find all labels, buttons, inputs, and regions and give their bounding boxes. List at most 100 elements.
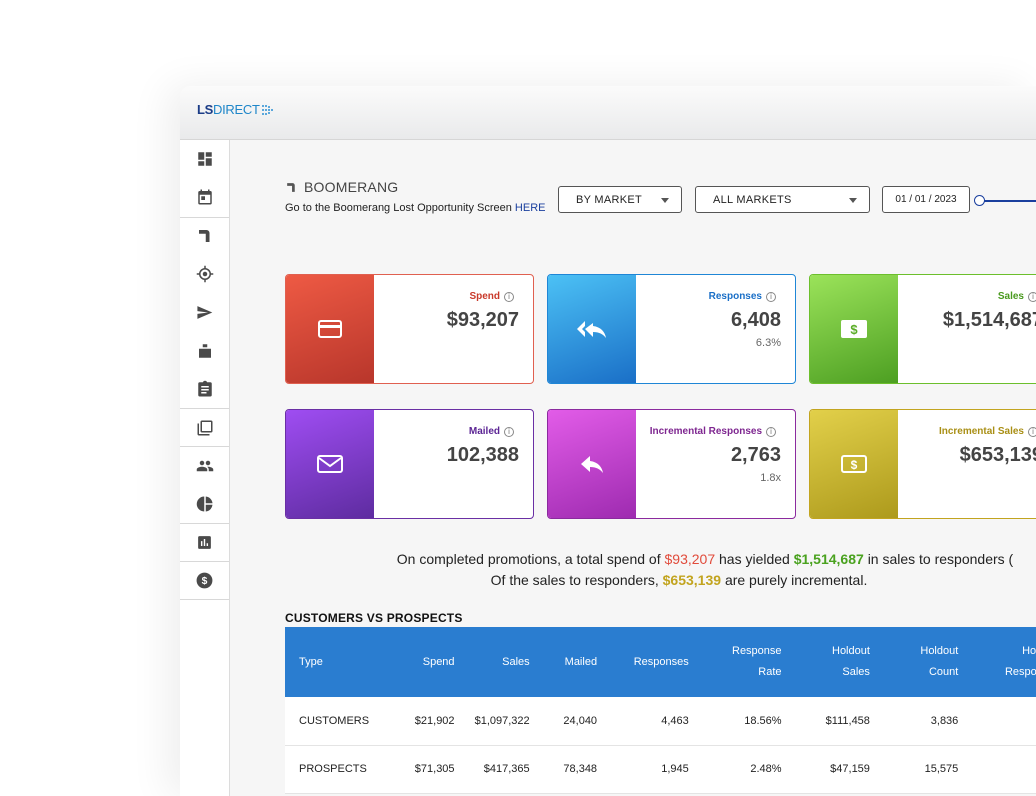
send-icon <box>197 305 213 319</box>
spend-value: $93,207 <box>446 309 519 331</box>
page-title: BOOMERANG <box>285 179 398 195</box>
table-row[interactable]: CUSTOMERS $21,902 $1,097,322 24,040 4,463 18.… <box>285 697 1036 745</box>
start-date-input[interactable]: 01 / 01 / 2023 <box>882 186 970 213</box>
mailed-card[interactable]: Mailed i 102,388 <box>285 409 534 519</box>
spend-card[interactable]: Spend i $93,207 <box>285 274 534 384</box>
customers-vs-prospects-title: CUSTOMERS VS PROSPECTS <box>285 611 463 625</box>
people-icon <box>196 460 213 472</box>
table-cell: 195 <box>963 745 1036 793</box>
market-select[interactable]: ALL MARKETS <box>695 186 870 213</box>
mailbox-icon <box>198 343 211 358</box>
table-cell: 15,575 <box>924 763 959 775</box>
column-header[interactable]: Responses <box>602 627 694 697</box>
column-header[interactable]: Spend <box>393 627 459 697</box>
incremental-responses-card[interactable]: Incremental Responses i 2,763 1.8x <box>547 409 796 519</box>
lost-opportunity-link[interactable]: HERE <box>514 202 546 214</box>
column-header[interactable]: Response Rate <box>694 627 787 697</box>
sidebar-item-bar-chart[interactable] <box>180 522 229 561</box>
sales-label: Sales i <box>998 291 1036 302</box>
column-header-text: Sales <box>842 666 870 678</box>
reply-all-icon <box>577 321 606 338</box>
chevron-down-icon <box>849 198 857 203</box>
svg-text:$: $ <box>850 322 858 337</box>
top-bar: LS DIRECT <box>180 86 1036 140</box>
incremental-sales-label: Incremental Sales i <box>939 426 1036 437</box>
column-header[interactable]: Sales <box>460 627 535 697</box>
chevron-down-icon <box>661 198 669 203</box>
svg-text:$: $ <box>851 458 858 472</box>
table-cell: $111,458 <box>825 714 870 727</box>
logo[interactable]: LS DIRECT <box>197 102 275 117</box>
table-cell: 24,040 <box>563 714 598 727</box>
sidebar-item-mailbox[interactable] <box>180 331 229 369</box>
sidebar-item-calendar[interactable] <box>180 178 229 216</box>
sidebar-item-pie-chart[interactable] <box>180 485 229 523</box>
table-cell: 2.48% <box>750 763 782 775</box>
sidebar-item-boomerang[interactable] <box>180 216 229 255</box>
credit-card-icon <box>318 320 342 338</box>
table-row[interactable]: PROSPECTS $71,305 $417,365 78,348 1,945 2.48%… <box>285 745 1036 793</box>
summary-spend: $93,207 <box>664 551 716 567</box>
info-icon[interactable]: i <box>504 426 514 437</box>
incremental-sales-icon-box: $ <box>810 410 898 518</box>
dashboard-icon <box>197 152 212 166</box>
sidebar-item-send[interactable] <box>180 293 229 331</box>
column-header-text: Holdout <box>920 645 959 657</box>
column-header[interactable]: Type <box>285 627 393 697</box>
column-header[interactable]: Holdout Sales <box>787 627 875 697</box>
summary-incremental: $653,139 <box>662 572 722 588</box>
date-slider-track[interactable] <box>979 200 1036 202</box>
sidebar-item-target[interactable] <box>180 255 229 293</box>
date-slider-handle[interactable] <box>974 195 985 206</box>
sales-card[interactable]: $ Sales i $1,514,687 <box>809 274 1036 384</box>
sidebar-item-clipboard[interactable] <box>180 370 229 408</box>
responses-card[interactable]: Responses i 6,408 6.3% <box>547 274 796 384</box>
incremental-responses-label: Incremental Responses i <box>650 426 776 437</box>
info-icon[interactable]: i <box>1028 426 1036 437</box>
info-icon[interactable]: i <box>766 291 776 302</box>
column-header-text: Type <box>299 655 323 668</box>
sidebar-item-library[interactable] <box>180 408 229 446</box>
responses-rate: 6.3% <box>755 337 781 349</box>
incremental-sales-card[interactable]: $ Incremental Sales i $653,139 <box>809 409 1036 519</box>
column-header-text: Mailed <box>564 655 598 668</box>
app-window: LS DIRECT $ BOOMERANG Go to the Boomerang… <box>180 86 1036 796</box>
column-header-text: Response <box>732 645 782 657</box>
spend-label: Spend i <box>469 291 514 302</box>
boomerang-icon <box>198 230 209 243</box>
logo-ls-text: LS <box>197 102 214 117</box>
column-header-text: Holdout <box>832 645 870 657</box>
sales-icon-box: $ <box>810 275 898 383</box>
column-header-text: Responses <box>633 655 689 668</box>
sidebar: $ <box>180 140 230 796</box>
main-content: BOOMERANG Go to the Boomerang Lost Oppor… <box>230 140 1036 796</box>
dollar-icon: $ <box>196 572 213 589</box>
info-icon[interactable]: i <box>504 291 514 302</box>
page-title-text: BOOMERANG <box>304 179 399 195</box>
lost-opportunity-text: Go to the Boomerang Lost Opportunity Scr… <box>285 202 512 214</box>
responses-value: 6,408 <box>730 309 781 331</box>
mail-icon <box>317 455 343 473</box>
column-header[interactable]: Holdout Responses <box>963 627 1036 697</box>
sales-value: $1,514,687 <box>942 309 1036 331</box>
column-header-text: Count <box>928 666 959 678</box>
incremental-sales-value: $653,139 <box>959 444 1036 466</box>
lost-opportunity-line: Go to the Boomerang Lost Opportunity Scr… <box>285 202 545 214</box>
column-header-text: Sales <box>502 655 530 668</box>
mailed-value: 102,388 <box>446 444 519 466</box>
sidebar-item-dollar[interactable]: $ <box>180 561 229 600</box>
pie-chart-icon <box>196 496 212 512</box>
column-header[interactable]: Mailed <box>535 627 602 697</box>
table-cell: PROSPECTS <box>299 763 367 775</box>
column-header[interactable]: Holdout Count <box>875 627 963 697</box>
view-select[interactable]: BY MARKET <box>558 186 682 213</box>
reply-icon <box>581 456 603 473</box>
responses-icon-box <box>548 275 636 383</box>
responses-label: Responses i <box>709 291 776 302</box>
sidebar-item-people[interactable] <box>180 446 229 484</box>
market-select-value: ALL MARKETS <box>713 193 792 206</box>
sidebar-item-dashboard[interactable] <box>180 140 229 178</box>
info-icon[interactable]: i <box>766 426 776 437</box>
info-icon[interactable]: i <box>1028 291 1036 302</box>
target-icon <box>196 265 213 283</box>
